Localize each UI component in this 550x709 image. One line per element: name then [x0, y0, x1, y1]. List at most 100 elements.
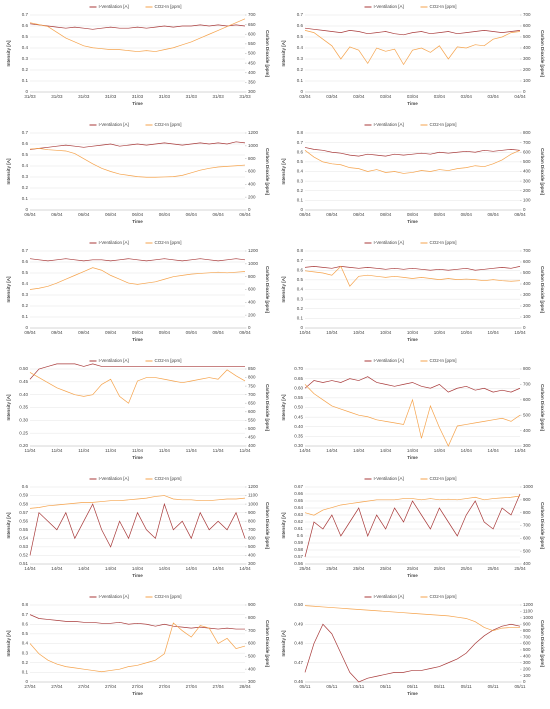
x-tick-label: 14/04	[24, 566, 36, 571]
y2-tick-label: 800	[248, 615, 256, 620]
y2-tick-label: 1000	[248, 501, 259, 506]
y-tick-label: 0.55	[19, 527, 28, 532]
y-tick-label: 0.6	[22, 259, 29, 264]
x-tick-label: 10/04	[461, 330, 473, 335]
y2-tick-label: 550	[248, 41, 256, 46]
x-tick-label: 05/11	[326, 684, 337, 689]
x-tick-label: 27/04	[132, 684, 144, 689]
y2-axis-label: Carbon Dioxide [ppm]	[540, 148, 545, 196]
y-tick-label: 0.1	[22, 78, 29, 83]
x-axis-label: Time	[407, 455, 418, 460]
x-axis-label: Time	[407, 219, 418, 224]
y-axis-label: Intensity [A]	[281, 158, 286, 185]
x-tick-label: 04/04	[514, 94, 526, 99]
y2-tick-label: 400	[523, 169, 531, 174]
y2-tick-label: 600	[248, 409, 256, 414]
y2-tick-label: 500	[523, 412, 531, 417]
y-axis-label: Intensity [A]	[6, 276, 11, 303]
x-axis-label: Time	[407, 337, 418, 342]
y2-tick-label: 300	[523, 56, 531, 61]
y2-tick-label: 0	[248, 207, 251, 212]
series-line	[304, 493, 521, 558]
y-tick-label: 0.3	[22, 174, 29, 179]
legend-label: CO2-In [ppm]	[430, 594, 457, 599]
y2-tick-label: 400	[248, 553, 256, 558]
y2-axis-label: Carbon Dioxide [ppm]	[540, 384, 545, 432]
y2-tick-label: 400	[523, 45, 531, 50]
y-tick-label: 0	[300, 325, 303, 330]
x-axis-label: Time	[132, 219, 143, 224]
x-tick-label: 14/04	[132, 566, 144, 571]
y2-tick-label: 1200	[248, 484, 259, 489]
y-axis-label: Intensity [A]	[281, 394, 286, 421]
x-axis-label: Time	[407, 691, 418, 696]
y-tick-label: 0.20	[19, 443, 28, 448]
y-tick-label: 0.4	[22, 281, 29, 286]
y2-tick-label: 300	[248, 561, 256, 566]
y-tick-label: 0.2	[297, 188, 304, 193]
y2-tick-label: 300	[248, 679, 256, 684]
y2-tick-label: 700	[248, 628, 256, 633]
x-tick-label: 25/04	[299, 566, 311, 571]
y2-tick-label: 700	[248, 527, 256, 532]
x-tick-label: 03/04	[326, 94, 338, 99]
y-tick-label: 0.1	[297, 78, 304, 83]
y-tick-label: 0.47	[294, 660, 303, 665]
y-tick-label: 0.6	[22, 23, 29, 28]
y2-tick-label: 700	[523, 523, 531, 528]
y2-tick-label: 200	[248, 194, 256, 199]
y2-tick-label: 650	[248, 400, 256, 405]
series-line	[29, 23, 246, 30]
x-tick-label: 14/04	[212, 566, 224, 571]
legend-label: CO2-In [ppm]	[430, 4, 457, 9]
x-tick-label: 14/04	[514, 448, 526, 453]
y2-axis-label: Carbon Dioxide [ppm]	[265, 502, 270, 550]
y-tick-label: 0.7	[22, 130, 29, 135]
x-tick-label: 11/04	[159, 448, 170, 453]
x-tick-label: 14/04	[159, 566, 171, 571]
y2-tick-label: 900	[248, 602, 256, 607]
x-tick-label: 06/04	[78, 212, 90, 217]
x-tick-label: 09/04	[105, 330, 117, 335]
chart-panel: 0 0.1 0.2 0.3 0.4 0.5 0.6 0.7 0 200 400 600 800 1000 1…	[6, 240, 270, 342]
y-tick-label: 0.62	[294, 519, 303, 524]
y2-tick-label: 800	[523, 130, 531, 135]
y2-tick-label: 650	[248, 22, 256, 27]
y2-tick-label: 600	[523, 641, 531, 646]
x-tick-label: 08/04	[353, 212, 365, 217]
y-tick-label: 0.2	[22, 303, 29, 308]
y2-axis-label: Carbon Dioxide [ppm]	[265, 266, 270, 314]
y-tick-label: 0.7	[297, 140, 304, 145]
y-tick-label: 0.1	[297, 198, 304, 203]
y2-tick-label: 1000	[248, 143, 259, 148]
legend-label: I-Ventilation [A]	[99, 122, 129, 127]
y2-tick-label: 800	[248, 274, 256, 279]
y-tick-label: 0.6	[297, 149, 304, 154]
y-axis-label: Intensity [A]	[281, 40, 286, 67]
y2-tick-label: 500	[248, 544, 256, 549]
y-tick-label: 0.2	[297, 306, 304, 311]
y2-tick-label: 900	[523, 621, 531, 626]
x-tick-label: 27/04	[51, 684, 63, 689]
y-tick-label: 0.2	[22, 67, 29, 72]
x-tick-label: 31/03	[78, 94, 90, 99]
y-tick-label: 0.65	[294, 498, 303, 503]
x-tick-label: 03/04	[353, 94, 365, 99]
x-tick-label: 14/04	[105, 566, 117, 571]
y-tick-label: 0	[25, 207, 28, 212]
x-tick-label: 03/04	[487, 94, 499, 99]
y-tick-label: 0.58	[19, 501, 28, 506]
y-tick-label: 0.6	[22, 141, 29, 146]
x-tick-label: 27/04	[186, 684, 198, 689]
x-tick-label: 03/04	[299, 94, 311, 99]
y2-tick-label: 400	[248, 182, 256, 187]
y2-tick-label: 1200	[248, 248, 259, 253]
x-tick-label: 14/04	[487, 448, 499, 453]
x-tick-label: 14/04	[78, 566, 90, 571]
legend-label: CO2-In [ppm]	[430, 122, 457, 127]
y-tick-label: 0.25	[19, 430, 28, 435]
y-tick-label: 0.4	[297, 45, 304, 50]
y2-axis-label: Carbon Dioxide [ppm]	[540, 620, 545, 668]
y-tick-label: 0.57	[294, 554, 303, 559]
y-tick-label: 0.4	[297, 169, 304, 174]
